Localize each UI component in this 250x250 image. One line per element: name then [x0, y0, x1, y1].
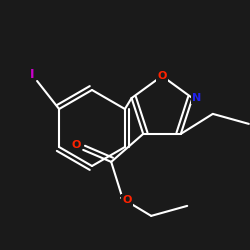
Text: O: O	[122, 195, 132, 205]
Text: O: O	[72, 140, 81, 150]
Text: N: N	[192, 93, 201, 103]
Text: O: O	[157, 71, 167, 81]
Text: I: I	[30, 68, 34, 80]
